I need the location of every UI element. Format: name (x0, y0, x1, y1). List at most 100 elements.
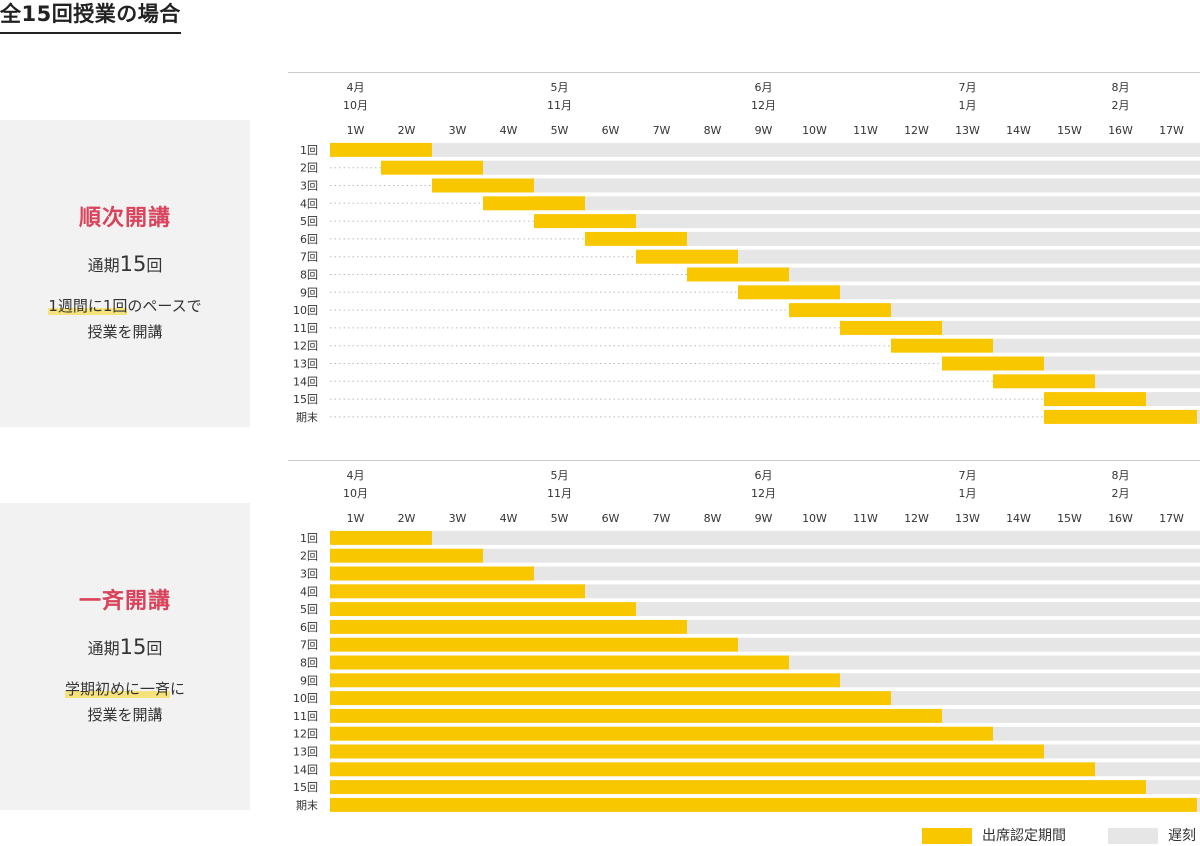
row-label: 1回 (300, 144, 318, 157)
legend-label-late: 遅刻 (1168, 828, 1196, 844)
row-label: 2回 (300, 550, 318, 563)
month-label: 2月 (1112, 487, 1130, 500)
legend-label-attendance: 出席認定期間 (982, 828, 1066, 844)
gantt-row: 10回 (293, 691, 1200, 706)
late-bar (636, 214, 1200, 229)
row-label: 15回 (293, 393, 318, 406)
legend-swatch-attendance (922, 828, 972, 844)
month-label: 1月 (959, 99, 977, 112)
gantt-row: 6回 (300, 231, 1200, 246)
gantt-row: 12回 (293, 726, 1200, 741)
row-label: 14回 (293, 375, 318, 388)
week-label: 4W (500, 124, 518, 137)
chart-sequential: 4月 10月 5月 11月 6月 12月 7月 1月 8月 2月 1W 2W 3W 4W 5W 6W 7W 8W 9… (288, 72, 1200, 427)
late-bar (636, 602, 1200, 617)
gantt-row: 3回 (300, 178, 1200, 193)
week-label: 17W (1159, 124, 1184, 137)
late-bar (1044, 744, 1200, 759)
description-highlight: 学期初めに一斉 (64, 680, 170, 698)
row-label: 2回 (300, 162, 318, 175)
month-label: 5月 (551, 81, 569, 94)
row-label: 1回 (300, 532, 318, 545)
gantt-row: 9回 (300, 673, 1200, 688)
row-label: 3回 (300, 180, 318, 193)
week-label: 5W (551, 512, 569, 525)
gantt-row: 1回 (300, 530, 1200, 545)
month-label: 4月 (347, 469, 365, 482)
week-label: 8W (704, 512, 722, 525)
legend-swatch-late (1108, 828, 1158, 844)
gantt-row: 5回 (300, 214, 1200, 229)
late-bar (891, 691, 1200, 706)
month-label: 6月 (755, 469, 773, 482)
attendance-bar (1044, 392, 1146, 407)
section-title: 順次開講 (78, 206, 171, 231)
month-label: 10月 (343, 487, 368, 500)
week-label: 5W (551, 124, 569, 137)
row-label: 10回 (293, 304, 318, 317)
late-bar (687, 619, 1200, 634)
week-label: 15W (1057, 124, 1082, 137)
week-label: 3W (449, 512, 467, 525)
description-line: 授業を開講 (0, 319, 250, 345)
attendance-bar (891, 338, 993, 353)
attendance-bar (585, 231, 687, 246)
gantt-row: 10回 (293, 303, 1200, 318)
month-label: 7月 (959, 469, 977, 482)
late-bar (585, 584, 1200, 599)
row-label: 6回 (300, 233, 318, 246)
gantt-row: 8回 (300, 267, 1200, 282)
late-bar (534, 178, 1200, 193)
attendance-bar (330, 673, 840, 688)
description-line: 学期初めに一斉に (0, 676, 250, 702)
month-label: 8月 (1112, 469, 1130, 482)
sub-unit: 回 (146, 639, 163, 658)
gantt-row: 5回 (300, 602, 1200, 617)
row-label: 9回 (300, 286, 318, 299)
late-bar (891, 303, 1200, 318)
week-label: 2W (398, 124, 416, 137)
late-bar (483, 548, 1200, 563)
week-label: 11W (853, 512, 878, 525)
late-bar (840, 673, 1200, 688)
attendance-bar (330, 655, 789, 670)
attendance-bar (330, 619, 687, 634)
late-bar (789, 655, 1200, 670)
month-label: 4月 (347, 81, 365, 94)
row-label: 12回 (293, 340, 318, 353)
attendance-bar (330, 691, 891, 706)
gantt-row: 1回 (300, 142, 1200, 157)
attendance-bar (330, 530, 432, 545)
gantt-row: 15回 (293, 780, 1200, 795)
late-bar (1146, 780, 1200, 795)
row-label: 4回 (300, 585, 318, 598)
month-label: 2月 (1112, 99, 1130, 112)
row-label: 7回 (300, 639, 318, 652)
row-label: 期末 (296, 410, 318, 424)
gantt-row: 3回 (300, 566, 1200, 581)
late-bar (942, 708, 1200, 723)
attendance-bar (993, 374, 1095, 389)
attendance-bar (330, 142, 432, 157)
week-label: 8W (704, 124, 722, 137)
row-label: 11回 (293, 710, 318, 723)
attendance-bar (330, 726, 993, 741)
section-description: 1週間に1回のペースで 授業を開講 (0, 293, 250, 345)
week-label: 2W (398, 512, 416, 525)
gantt-row: 11回 (293, 708, 1200, 723)
description-line: 授業を開講 (0, 702, 250, 728)
gantt-row: 13回 (293, 356, 1200, 371)
late-bar (1044, 356, 1200, 371)
month-label: 12月 (751, 487, 776, 500)
week-label: 16W (1108, 512, 1133, 525)
chart-simultaneous: 4月 10月 5月 11月 6月 12月 7月 1月 8月 2月 1W 2W 3W 4W 5W 6W 7W 8W 9… (288, 460, 1200, 812)
row-label: 4回 (300, 197, 318, 210)
month-label: 12月 (751, 99, 776, 112)
gantt-row: 2回 (300, 548, 1200, 563)
attendance-bar (687, 267, 789, 282)
gantt-row: 13回 (293, 744, 1200, 759)
sub-number: 15 (119, 252, 147, 276)
week-label: 9W (755, 124, 773, 137)
gantt-row: 11回 (293, 320, 1200, 335)
row-label: 14回 (293, 763, 318, 776)
